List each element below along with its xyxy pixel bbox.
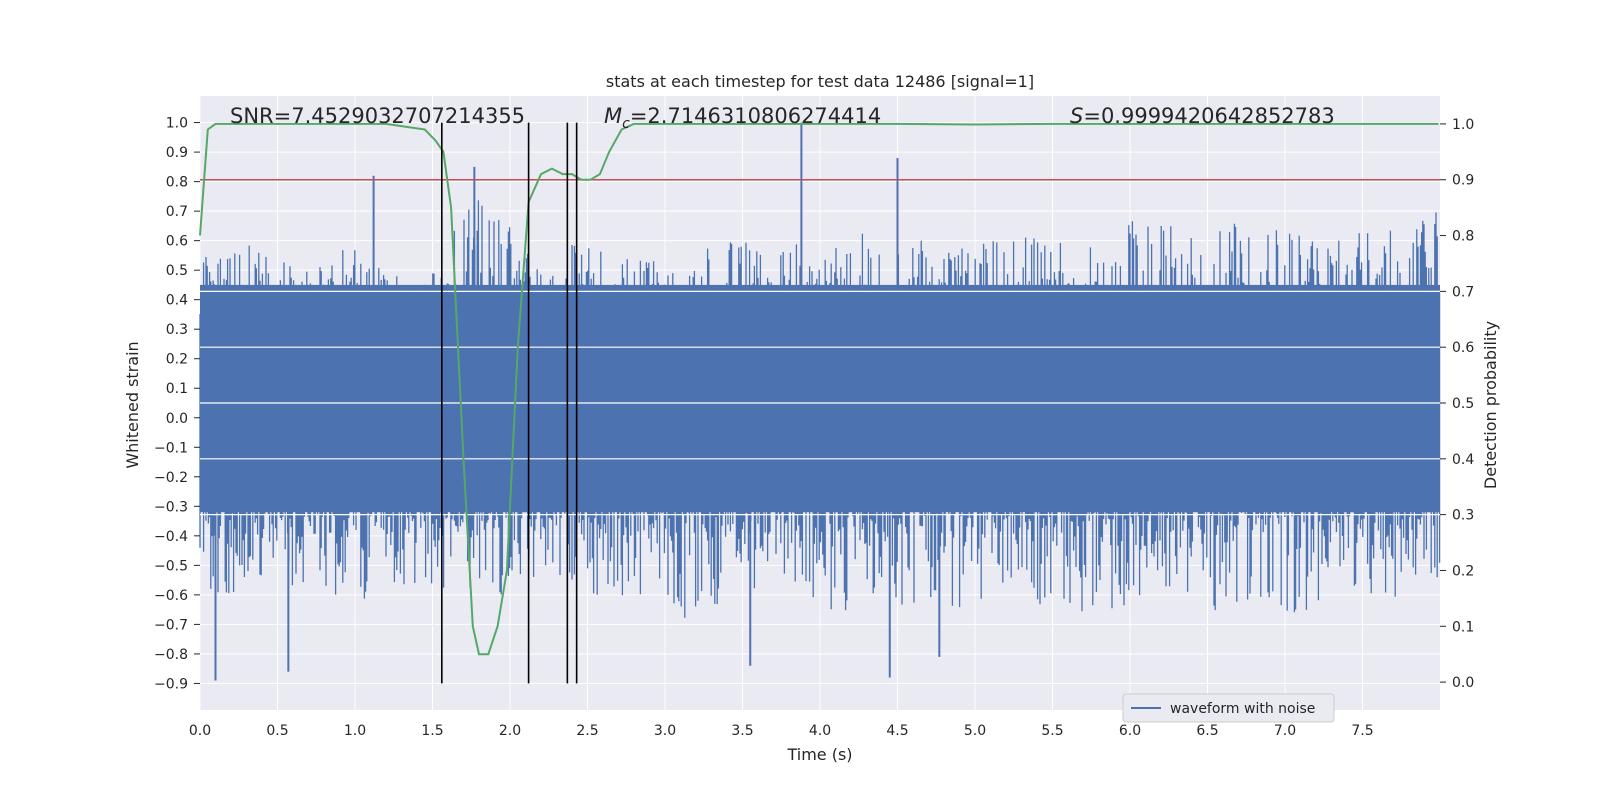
vertical-markers <box>440 122 578 684</box>
y-tick-label: 1.0 <box>166 116 188 132</box>
x-axis-label: Time (s) <box>786 745 852 764</box>
probability-line-path <box>199 122 1439 656</box>
y-tick-label: 0.0 <box>166 411 188 427</box>
white-overlay-lines <box>200 290 1440 516</box>
s-value: =0.9999420642852783 <box>1083 104 1334 128</box>
x-tick-label: 4.5 <box>886 723 908 739</box>
snr-annotation: SNR=7.4529032707214355 <box>230 104 525 128</box>
waveform-noise <box>199 200 1441 618</box>
x-tick-label: 2.0 <box>499 723 521 739</box>
x-tick-label: 1.0 <box>344 723 366 739</box>
x-tick-label: 1.5 <box>421 723 443 739</box>
x-tick-label: 6.0 <box>1119 723 1141 739</box>
y-tick-label: 0.7 <box>166 204 188 220</box>
legend-box <box>1122 693 1335 723</box>
y2-tick-label: 0.8 <box>1452 229 1474 245</box>
y2-tick-label: 0.6 <box>1452 340 1474 356</box>
x-tick-label: 3.5 <box>731 723 753 739</box>
y-tick-label: 0.4 <box>166 293 188 309</box>
probability-line <box>199 122 1439 656</box>
x-tick-label: 2.5 <box>576 723 598 739</box>
y-tick-label: 0.1 <box>166 381 188 397</box>
chirp-mass-annotation: Mc=2.7146310806274414 <box>604 104 881 132</box>
x-tick-label: 5.0 <box>964 723 986 739</box>
waveform-trace <box>199 122 1441 681</box>
y-tick-label: −0.2 <box>154 470 188 486</box>
legend: waveform with noise <box>1122 693 1335 723</box>
chirp-mass-value: =2.7146310806274414 <box>630 104 881 128</box>
y2-tick-label: 0.0 <box>1452 675 1474 691</box>
y2-tick-label: 1.0 <box>1452 117 1474 133</box>
y-tick-label: 0.6 <box>166 234 188 250</box>
x-ticks: 0.0 0.5 1.0 1.5 2.0 2.5 3.0 3.5 4.0 4.5 5.0 5.5 6.0 6… <box>189 723 1374 739</box>
y-tick-label: 0.3 <box>166 322 188 338</box>
x-tick-label: 4.0 <box>809 723 831 739</box>
y-axis-label: Whitened strain <box>123 341 142 468</box>
chart-title: stats at each timestep for test data 124… <box>606 72 1034 91</box>
y-tick-label: −0.7 <box>154 617 188 633</box>
y-tick-label: −0.6 <box>154 588 188 604</box>
y-tick-label: −0.5 <box>154 558 188 574</box>
y-tick-label: 0.8 <box>166 175 188 191</box>
y2-tick-label: 0.9 <box>1452 173 1474 189</box>
y-tick-label: 0.9 <box>166 145 188 161</box>
y2-ticks: 1.0 0.9 0.8 0.7 0.6 0.5 0.4 0.3 0.2 0.1 0.0 <box>1440 117 1474 691</box>
s-annotation: S=0.9999420642852783 <box>1070 104 1335 128</box>
y2-tick-label: 0.4 <box>1452 452 1474 468</box>
x-tick-label: 3.0 <box>654 723 676 739</box>
y2-tick-label: 0.3 <box>1452 508 1474 524</box>
y-tick-label: −0.3 <box>154 499 188 515</box>
y-tick-label: 0.2 <box>166 352 188 368</box>
y-tick-label: 0.5 <box>166 263 188 279</box>
legend-label: waveform with noise <box>1170 701 1315 717</box>
y2-tick-label: 0.1 <box>1452 619 1474 635</box>
x-tick-label: 7.0 <box>1274 723 1296 739</box>
y2-axis-label: Detection probability <box>1481 321 1500 489</box>
y2-tick-label: 0.5 <box>1452 396 1474 412</box>
x-tick-label: 0.5 <box>266 723 288 739</box>
x-tick-label: 0.0 <box>189 723 211 739</box>
y2-tick-label: 0.2 <box>1452 563 1474 579</box>
x-tick-label: 7.5 <box>1351 723 1373 739</box>
x-tick-label: 6.5 <box>1196 723 1218 739</box>
y-ticks: 1.0 0.9 0.8 0.7 0.6 0.5 0.4 0.3 0.2 0.1 0.0 −0.1 −0.… <box>154 116 200 692</box>
y-tick-label: −0.9 <box>154 676 188 692</box>
y-tick-label: −0.4 <box>154 529 188 545</box>
x-tick-label: 5.5 <box>1041 723 1063 739</box>
y-tick-label: −0.8 <box>154 647 188 663</box>
y-tick-label: −0.1 <box>154 440 188 456</box>
y2-tick-label: 0.7 <box>1452 284 1474 300</box>
